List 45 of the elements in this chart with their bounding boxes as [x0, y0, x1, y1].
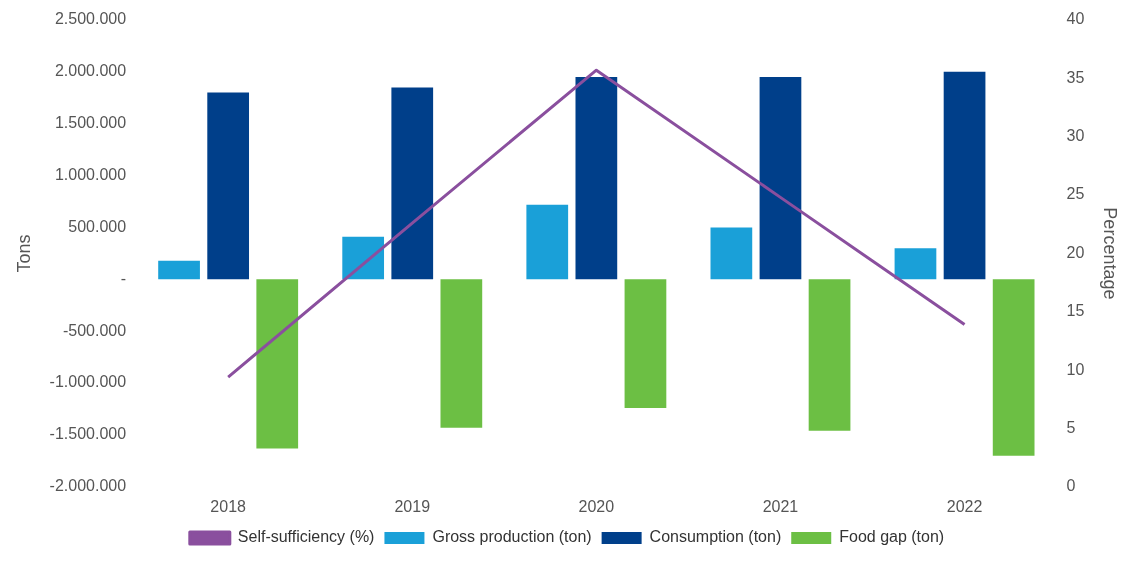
legend-label: Food gap (ton) [839, 528, 945, 546]
y2-tick-label: 5 [1066, 418, 1076, 436]
y2-tick-label: 30 [1066, 127, 1085, 145]
x-tick-label: 2019 [394, 497, 431, 515]
y-tick-label: 2.000.000 [54, 62, 127, 80]
legend-label: Self-sufficiency (%) [237, 528, 375, 546]
bar [207, 92, 250, 280]
y2-tick-label: 25 [1066, 185, 1085, 203]
y-tick-label: 500.000 [68, 217, 127, 235]
y-tick-label: 2.500.000 [54, 10, 127, 28]
bar [943, 71, 986, 280]
x-tick-label: 2018 [210, 497, 247, 515]
bar [440, 279, 483, 428]
x-tick-label: 2020 [578, 497, 615, 515]
y2-axis-title: Percentage [1100, 207, 1121, 300]
bar [992, 279, 1035, 456]
y2-tick-label: 0 [1066, 477, 1076, 495]
y2-tick-label: 10 [1066, 360, 1085, 378]
y2-tick-label: 40 [1066, 10, 1085, 28]
legend-label: Consumption (ton) [649, 528, 782, 546]
y-tick-label: -1.000.000 [49, 373, 127, 391]
bar [759, 77, 802, 280]
bar [526, 204, 569, 280]
bar [342, 236, 385, 280]
x-tick-label: 2022 [946, 497, 983, 515]
bar [710, 227, 753, 280]
y2-tick-label: 20 [1066, 243, 1085, 261]
y-tick-label: -2.000.000 [49, 477, 127, 495]
bar [575, 77, 618, 280]
y-tick-label: 1.000.000 [54, 166, 127, 184]
bar [894, 248, 937, 280]
y-tick-label: -1.500.000 [49, 425, 127, 443]
y-tick-label: - [120, 269, 127, 287]
x-tick-label: 2021 [762, 497, 799, 515]
bar [158, 260, 200, 280]
y2-tick-label: 15 [1066, 302, 1085, 320]
bar [256, 279, 299, 449]
legend-label: Gross production (ton) [432, 528, 592, 546]
y-axis-title: Tons [13, 234, 34, 273]
bar [808, 279, 851, 431]
y-tick-label: 1.500.000 [54, 114, 127, 132]
bar [391, 87, 434, 280]
bar [624, 279, 667, 408]
y2-tick-label: 35 [1066, 68, 1085, 86]
y-tick-label: -500.000 [62, 321, 127, 339]
